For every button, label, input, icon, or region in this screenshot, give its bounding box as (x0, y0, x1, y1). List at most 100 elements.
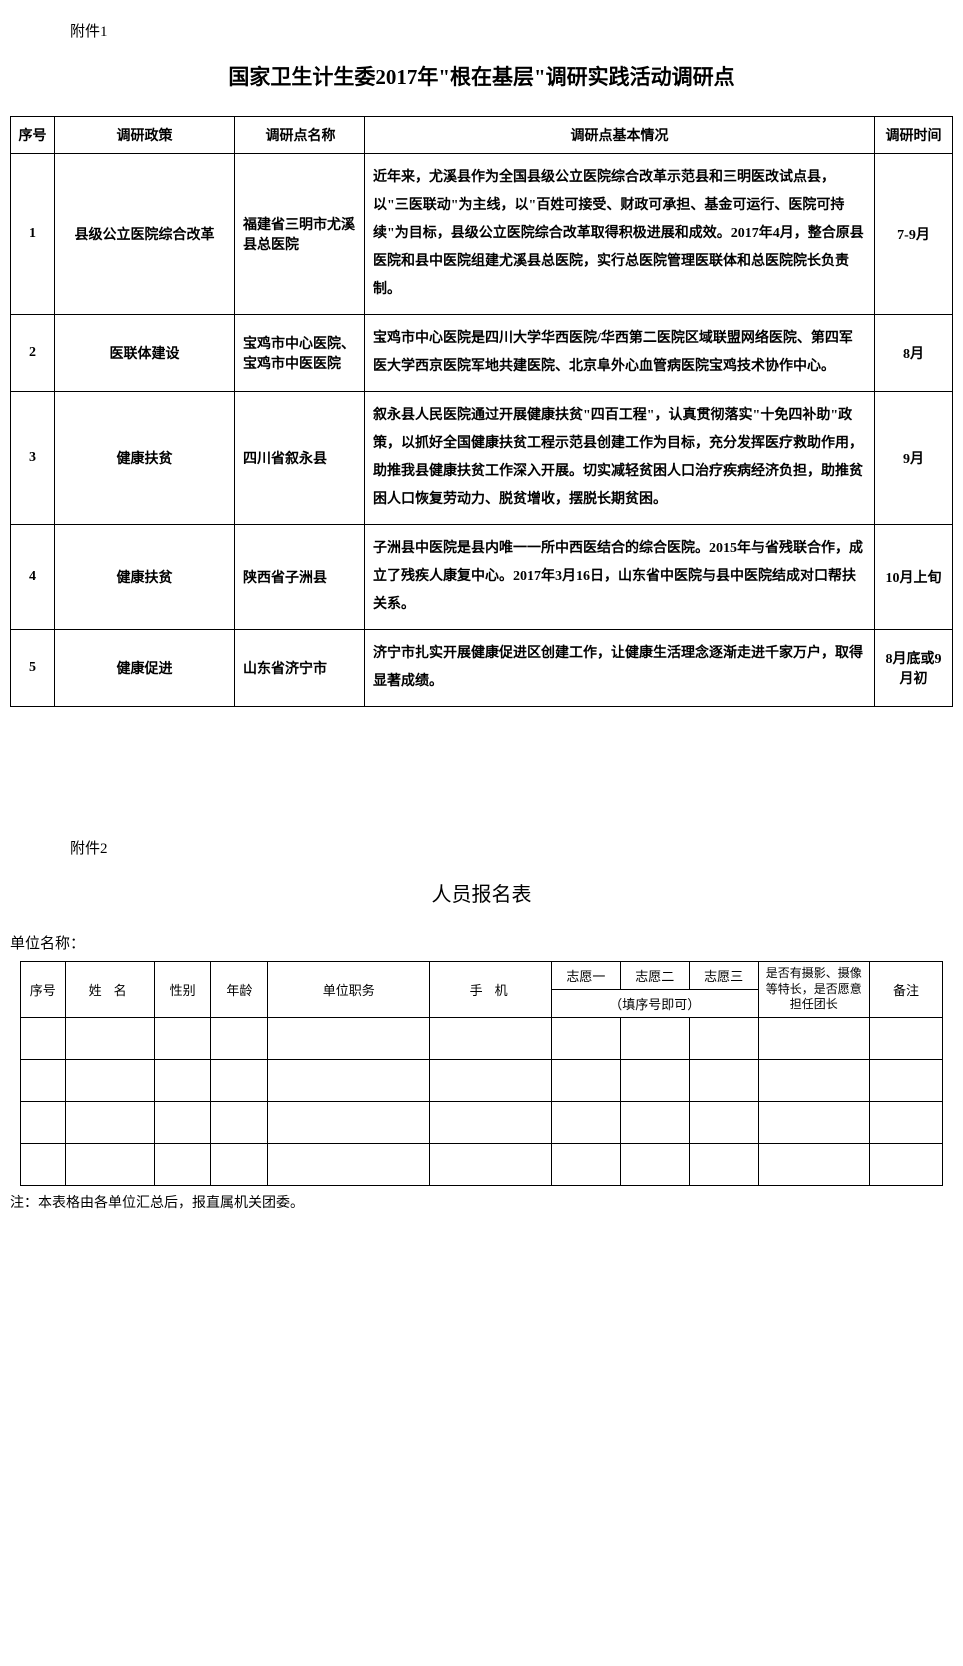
cell-seq: 2 (11, 315, 55, 392)
cell-time: 10月上旬 (875, 525, 953, 630)
blank-cell (689, 1102, 758, 1144)
table-row: 2医联体建设宝鸡市中心医院、宝鸡市中医医院宝鸡市中心医院是四川大学华西医院/华西… (11, 315, 953, 392)
cell-seq: 5 (11, 630, 55, 707)
cell-desc: 宝鸡市中心医院是四川大学华西医院/华西第二医院区域联盟网络医院、第四军医大学西京… (365, 315, 875, 392)
table2-header-row1: 序号 姓名 性别 年龄 单位职务 手机 志愿一 志愿二 志愿三 是否有摄影、摄像… (21, 962, 943, 990)
blank-cell (430, 1144, 552, 1186)
blank-cell (758, 1102, 869, 1144)
blank-cell (689, 1060, 758, 1102)
blank-cell (154, 1102, 211, 1144)
blank-cell (21, 1144, 66, 1186)
th2-age: 年龄 (211, 962, 268, 1018)
blank-cell (870, 1060, 943, 1102)
footnote: 注：本表格由各单位汇总后，报直属机关团委。 (10, 1192, 953, 1212)
th2-wish1: 志愿一 (551, 962, 620, 990)
blank-cell (65, 1144, 154, 1186)
cell-policy: 医联体建设 (55, 315, 235, 392)
blank-cell (65, 1102, 154, 1144)
cell-site: 山东省济宁市 (235, 630, 365, 707)
cell-site: 福建省三明市尤溪县总医院 (235, 154, 365, 315)
blank-cell (211, 1102, 268, 1144)
th-seq: 序号 (11, 117, 55, 154)
cell-policy: 健康扶贫 (55, 525, 235, 630)
table-row (21, 1102, 943, 1144)
blank-cell (620, 1102, 689, 1144)
blank-cell (430, 1102, 552, 1144)
table-row: 5健康促进山东省济宁市济宁市扎实开展健康促进区创建工作，让健康生活理念逐渐走进千… (11, 630, 953, 707)
th2-special: 是否有摄影、摄像等特长，是否愿意担任团长 (758, 962, 869, 1018)
cell-policy: 县级公立医院综合改革 (55, 154, 235, 315)
blank-cell (551, 1102, 620, 1144)
cell-seq: 1 (11, 154, 55, 315)
th-policy: 调研政策 (55, 117, 235, 154)
th2-seq: 序号 (21, 962, 66, 1018)
attachment2-label: 附件2 (70, 837, 953, 858)
cell-time: 7-9月 (875, 154, 953, 315)
blank-cell (870, 1144, 943, 1186)
th2-wish-hint: （填序号即可） (551, 990, 758, 1018)
th2-sex: 性别 (154, 962, 211, 1018)
cell-time: 9月 (875, 392, 953, 525)
blank-cell (65, 1018, 154, 1060)
blank-cell (430, 1018, 552, 1060)
blank-cell (154, 1144, 211, 1186)
unit-name-label: 单位名称： (10, 932, 953, 953)
blank-cell (154, 1060, 211, 1102)
blank-cell (211, 1144, 268, 1186)
th2-phone: 手机 (430, 962, 552, 1018)
cell-time: 8月 (875, 315, 953, 392)
th-time: 调研时间 (875, 117, 953, 154)
table-row (21, 1060, 943, 1102)
table-row: 3健康扶贫四川省叙永县叙永县人民医院通过开展健康扶贫"四百工程"，认真贯彻落实"… (11, 392, 953, 525)
cell-policy: 健康促进 (55, 630, 235, 707)
blank-cell (758, 1144, 869, 1186)
table-row: 1县级公立医院综合改革福建省三明市尤溪县总医院近年来，尤溪县作为全国县级公立医院… (11, 154, 953, 315)
blank-cell (268, 1018, 430, 1060)
th-desc: 调研点基本情况 (365, 117, 875, 154)
th-site: 调研点名称 (235, 117, 365, 154)
th2-wish2: 志愿二 (620, 962, 689, 990)
blank-cell (268, 1102, 430, 1144)
blank-cell (21, 1102, 66, 1144)
cell-seq: 3 (11, 392, 55, 525)
cell-policy: 健康扶贫 (55, 392, 235, 525)
cell-desc: 济宁市扎实开展健康促进区创建工作，让健康生活理念逐渐走进千家万户，取得显著成绩。 (365, 630, 875, 707)
table-row: 4健康扶贫陕西省子洲县子洲县中医院是县内唯一一所中西医结合的综合医院。2015年… (11, 525, 953, 630)
blank-cell (870, 1018, 943, 1060)
blank-cell (211, 1060, 268, 1102)
cell-seq: 4 (11, 525, 55, 630)
th2-post: 单位职务 (268, 962, 430, 1018)
th2-wish3: 志愿三 (689, 962, 758, 990)
blank-cell (211, 1018, 268, 1060)
blank-cell (65, 1060, 154, 1102)
cell-site: 四川省叙永县 (235, 392, 365, 525)
blank-cell (21, 1060, 66, 1102)
research-sites-table: 序号 调研政策 调研点名称 调研点基本情况 调研时间 1县级公立医院综合改革福建… (10, 116, 953, 707)
blank-cell (551, 1060, 620, 1102)
blank-cell (758, 1018, 869, 1060)
cell-desc: 叙永县人民医院通过开展健康扶贫"四百工程"，认真贯彻落实"十免四补助"政策，以抓… (365, 392, 875, 525)
th2-name: 姓名 (65, 962, 154, 1018)
blank-cell (551, 1018, 620, 1060)
cell-time: 8月底或9月初 (875, 630, 953, 707)
blank-cell (689, 1018, 758, 1060)
blank-cell (430, 1060, 552, 1102)
signup-table: 序号 姓名 性别 年龄 单位职务 手机 志愿一 志愿二 志愿三 是否有摄影、摄像… (20, 961, 943, 1186)
table-row (21, 1018, 943, 1060)
blank-cell (758, 1060, 869, 1102)
blank-cell (154, 1018, 211, 1060)
blank-cell (870, 1102, 943, 1144)
blank-cell (551, 1144, 620, 1186)
cell-desc: 子洲县中医院是县内唯一一所中西医结合的综合医院。2015年与省残联合作，成立了残… (365, 525, 875, 630)
cell-site: 陕西省子洲县 (235, 525, 365, 630)
blank-cell (620, 1144, 689, 1186)
th2-note: 备注 (870, 962, 943, 1018)
title2: 人员报名表 (10, 878, 953, 907)
title1: 国家卫生计生委2017年"根在基层"调研实践活动调研点 (10, 61, 953, 91)
blank-cell (620, 1060, 689, 1102)
cell-desc: 近年来，尤溪县作为全国县级公立医院综合改革示范县和三明医改试点县，以"三医联动"… (365, 154, 875, 315)
blank-cell (689, 1144, 758, 1186)
table1-header-row: 序号 调研政策 调研点名称 调研点基本情况 调研时间 (11, 117, 953, 154)
blank-cell (21, 1018, 66, 1060)
attachment1-label: 附件1 (70, 20, 953, 41)
